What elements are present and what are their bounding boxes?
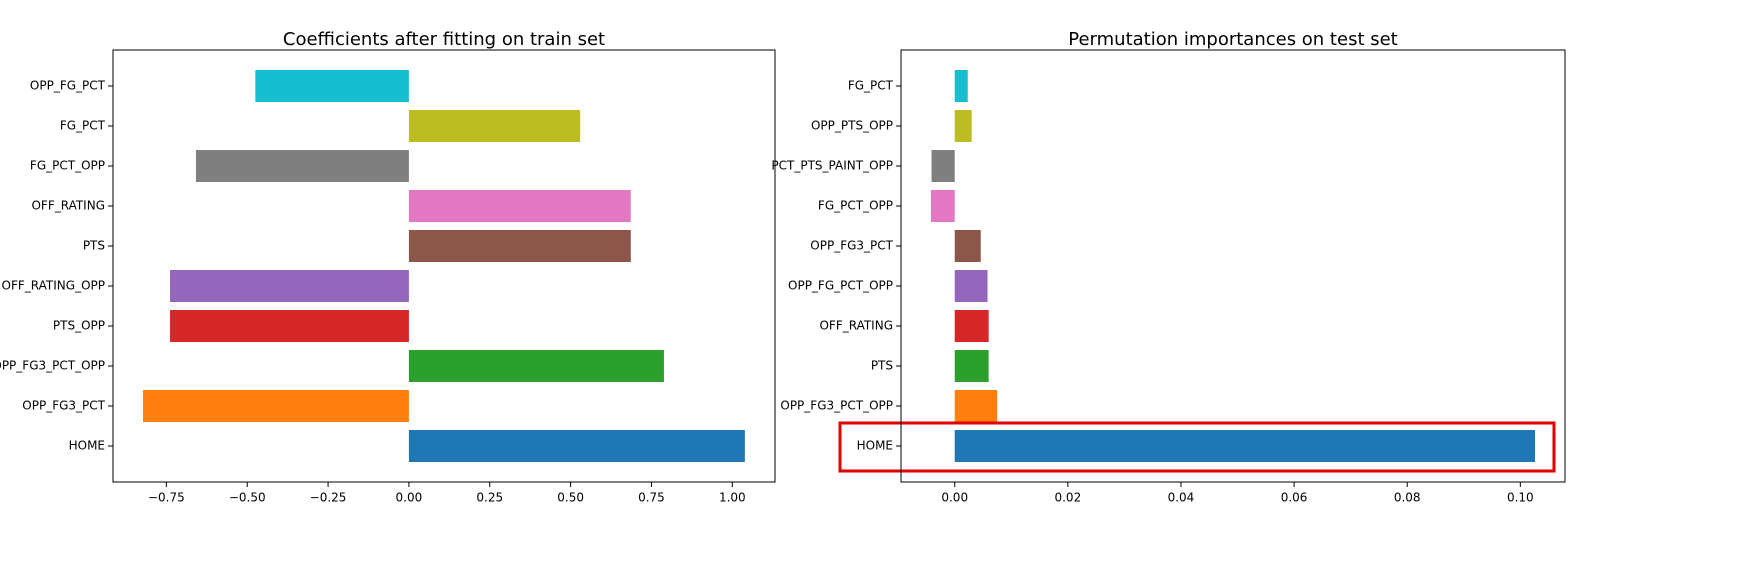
y-tick-label: FG_PCT [60,119,106,133]
y-tick-label: PTS_OPP [53,319,105,333]
x-tick-label: 0.00 [396,491,423,505]
x-tick-label: 0.00 [941,491,968,505]
x-tick-label: 0.75 [638,491,665,505]
x-tick-label: 0.06 [1281,491,1308,505]
x-tick-label: 1.00 [719,491,746,505]
chart-title: Permutation importances on test set [1068,29,1397,50]
y-tick-label: OPP_FG3_PCT_OPP [0,359,105,373]
bar [195,150,409,182]
x-tick-label: 0.08 [1394,491,1421,505]
x-tick-label: 0.25 [476,491,503,505]
x-tick-label: 0.10 [1507,491,1534,505]
x-tick-label: −0.25 [310,491,347,505]
x-tick-label: 0.02 [1054,491,1081,505]
bar [954,390,998,422]
y-tick-label: PTS [871,359,893,373]
y-tick-label: FG_PCT_OPP [818,199,893,213]
y-tick-label: OPP_FG3_PCT [810,239,893,253]
y-tick-label: PCT_PTS_PAINT_OPP [771,159,893,173]
bar [408,110,581,142]
y-tick-label: OPP_FG3_PCT [22,399,105,413]
y-tick-label: PTS [83,239,105,253]
y-tick-label: OPP_PTS_OPP [811,119,893,133]
bar [408,430,745,462]
bar [954,110,972,142]
axes-frame [112,49,776,483]
bar [170,270,409,302]
bar [931,150,955,182]
y-tick-label: FG_PCT [848,79,894,93]
y-tick-label: HOME [857,439,893,453]
chart-title: Coefficients after fitting on train set [283,29,605,50]
x-tick-label: −0.75 [148,491,185,505]
bar [408,230,631,262]
x-tick-label: 0.04 [1168,491,1195,505]
bar [170,310,409,342]
y-tick-label: OFF_RATING [31,199,105,213]
x-tick-label: −0.50 [229,491,266,505]
y-tick-label: FG_PCT_OPP [30,159,105,173]
bar [954,310,989,342]
bar [954,230,981,262]
highlight-box [838,421,1556,473]
y-tick-label: OPP_FG3_PCT_OPP [780,399,893,413]
bar [954,430,1536,462]
bar [143,390,409,422]
bar [408,190,631,222]
y-tick-label: OFF_RATING_OPP [2,279,105,293]
y-tick-label: OPP_FG_PCT [30,79,106,93]
x-tick-label: 0.50 [557,491,584,505]
y-tick-label: HOME [69,439,105,453]
y-tick-label: OPP_FG_PCT_OPP [788,279,893,293]
axes-frame [900,49,1566,483]
bar [954,70,968,102]
y-tick-label: OFF_RATING [819,319,893,333]
bar [954,270,988,302]
bar [255,70,409,102]
bar [408,350,664,382]
bar [930,190,955,222]
bar [954,350,989,382]
